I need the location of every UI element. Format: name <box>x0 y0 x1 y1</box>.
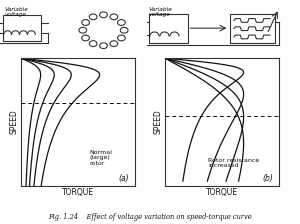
Text: (a): (a) <box>118 174 129 183</box>
Y-axis label: SPEED: SPEED <box>154 110 163 134</box>
Bar <box>148 14 188 43</box>
Text: Rotor resistance
increased: Rotor resistance increased <box>208 157 260 168</box>
Bar <box>3 15 41 41</box>
Text: Variable
voltage: Variable voltage <box>148 6 172 17</box>
X-axis label: TORQUE: TORQUE <box>206 188 238 197</box>
X-axis label: TORQUE: TORQUE <box>62 188 94 197</box>
Text: (b): (b) <box>262 174 273 183</box>
Y-axis label: SPEED: SPEED <box>10 110 19 134</box>
Text: Normal
(large)
rotor: Normal (large) rotor <box>89 150 112 166</box>
Text: Variable
voltage: Variable voltage <box>4 6 28 17</box>
Bar <box>230 14 274 43</box>
Text: Fig. 1.24    Effect of voltage variation on speed-torque curve: Fig. 1.24 Effect of voltage variation on… <box>48 213 252 221</box>
